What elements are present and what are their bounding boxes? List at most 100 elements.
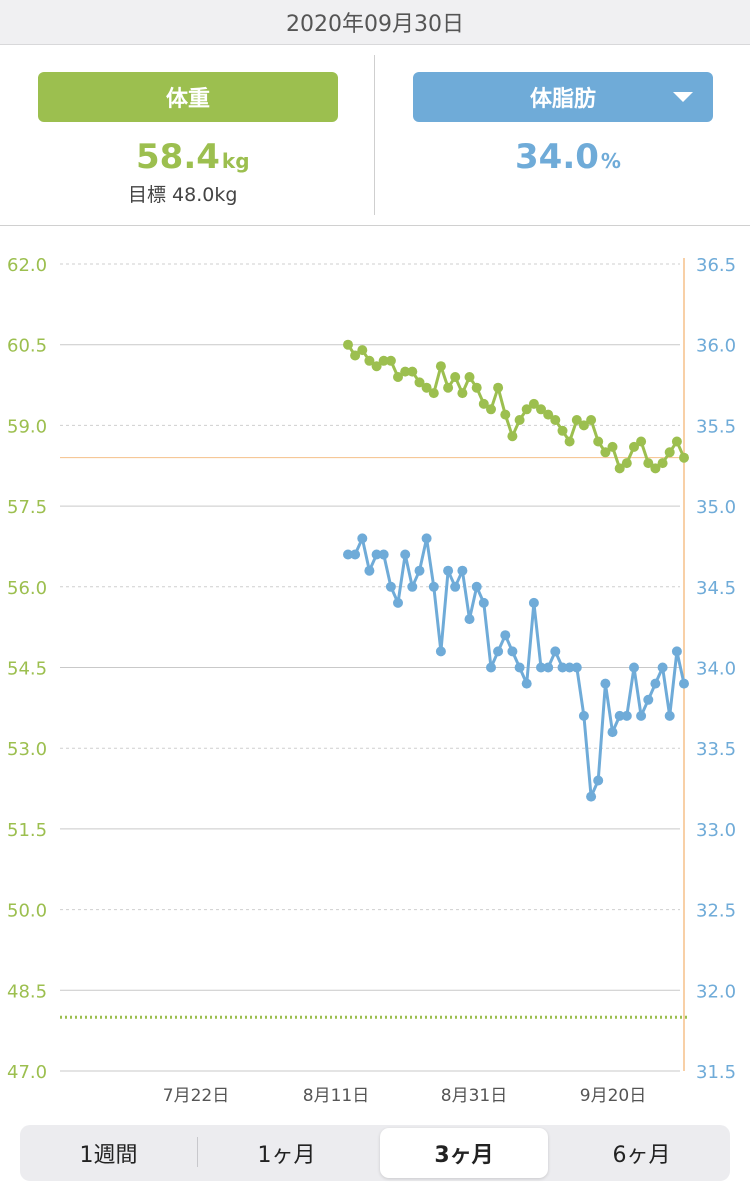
body-fat-value: 34.0 % <box>515 137 621 177</box>
body-fat-series-line <box>348 536 686 799</box>
tab-label: 1ヶ月 <box>257 1143 316 1168</box>
weight-value: 58.4 kg <box>136 137 250 177</box>
body-fat-point <box>450 581 461 592</box>
weight-point <box>614 463 625 474</box>
x-tick-label: 9月20日 <box>580 1086 646 1106</box>
weight-point <box>464 372 475 382</box>
weight-point <box>400 366 411 377</box>
weight-point <box>500 409 511 420</box>
body-fat-point <box>636 710 647 721</box>
y-left-tick-label: 47.0 <box>7 1062 47 1083</box>
body-fat-point <box>571 662 582 673</box>
body-fat-point <box>500 630 511 641</box>
x-tick-label: 8月11日 <box>303 1086 369 1106</box>
body-fat-point <box>543 662 554 673</box>
body-fat-point <box>614 710 625 721</box>
y-left-tick-label: 50.0 <box>7 901 47 922</box>
weight-point <box>664 447 675 458</box>
weight-point <box>343 339 353 350</box>
weight-point <box>507 431 518 442</box>
body-fat-point <box>536 662 546 673</box>
weight-point <box>636 436 647 447</box>
weight-point <box>679 452 689 463</box>
weight-point <box>593 436 604 447</box>
body-fat-point <box>671 646 682 657</box>
tab-label: 3ヶ月 <box>434 1143 494 1168</box>
y-left-tick-label: 53.0 <box>7 739 47 760</box>
weight-goal: 目標 48.0kg <box>128 184 238 206</box>
body-fat-point <box>478 597 489 608</box>
body-fat-point <box>650 678 661 689</box>
weight-point <box>528 398 539 409</box>
y-right-tick-label: 35.0 <box>696 497 736 518</box>
weight-point <box>428 388 439 399</box>
weight-point <box>350 350 361 361</box>
body-fat-point <box>364 565 375 576</box>
weight-point <box>457 388 468 399</box>
body-fat-point <box>550 646 561 657</box>
body-fat-dropdown-button[interactable]: 体脂肪 <box>413 72 713 122</box>
weight-point <box>521 404 532 415</box>
y-left-tick-label: 51.5 <box>7 820 47 841</box>
body-fat-point <box>486 662 496 673</box>
body-fat-point <box>600 678 611 689</box>
weight-point <box>550 415 561 425</box>
body-fat-point <box>385 581 396 592</box>
body-fat-button-label: 体脂肪 <box>529 87 596 112</box>
current-date: 2020年09月30日 <box>286 12 464 37</box>
x-tick-label: 7月22日 <box>163 1086 229 1106</box>
y-right-tick-label: 36.5 <box>696 255 736 276</box>
body-fat-point <box>421 533 432 544</box>
body-fat-point <box>514 662 525 673</box>
weight-point <box>414 377 425 388</box>
y-left-tick-label: 57.5 <box>7 497 47 518</box>
y-right-tick-label: 33.5 <box>696 739 736 760</box>
weight-point <box>514 415 525 425</box>
y-right-tick-label: 34.0 <box>696 659 736 680</box>
y-left-tick-label: 54.5 <box>7 659 47 680</box>
weight-unit: kg <box>221 149 250 173</box>
body-fat-point <box>607 727 618 738</box>
y-right-tick-label: 34.5 <box>696 578 736 599</box>
tab-1-week[interactable]: 1週間 <box>20 1125 197 1181</box>
weight-point <box>407 366 418 377</box>
y-left-tick-label: 48.5 <box>7 981 47 1002</box>
tab-6-months[interactable]: 6ヶ月 <box>553 1125 730 1181</box>
weight-point <box>486 404 496 415</box>
weight-point <box>600 447 611 458</box>
tab-label: 1週間 <box>79 1143 138 1168</box>
weight-point <box>643 458 654 469</box>
weight-point <box>493 382 504 393</box>
body-fat-point <box>414 565 425 576</box>
body-fat-point <box>357 533 368 544</box>
y-right-tick-label: 35.5 <box>696 416 736 437</box>
tab-3-months[interactable]: 3ヶ月 <box>380 1128 548 1178</box>
body-fat-point <box>400 549 411 560</box>
y-left-tick-label: 59.0 <box>7 416 47 437</box>
weight-point <box>536 404 546 415</box>
y-right-tick-label: 32.5 <box>696 901 736 922</box>
weight-point <box>571 415 582 425</box>
weight-point <box>471 382 482 393</box>
weight-button[interactable]: 体重 <box>38 72 338 122</box>
weight-point <box>586 415 597 425</box>
body-fat-point <box>629 662 639 673</box>
weight-point <box>629 441 639 452</box>
weight-point <box>578 420 589 431</box>
weight-point <box>543 409 554 420</box>
weight-point <box>607 441 618 452</box>
body-fat-point <box>350 549 361 560</box>
x-tick-label: 8月31日 <box>441 1086 507 1106</box>
weight-fat-chart[interactable]: 62.0 36.5 60.5 36.0 59.0 35.5 57.5 35.0 56.0 34.5… <box>0 226 750 1116</box>
body-fat-point <box>407 581 418 592</box>
period-tabs: 1週間 1ヶ月 3ヶ月 6ヶ月 <box>20 1125 730 1181</box>
tab-separator <box>197 1137 198 1167</box>
body-fat-point <box>621 710 632 721</box>
tab-1-month[interactable]: 1ヶ月 <box>198 1125 375 1181</box>
body-fat-point <box>428 581 439 592</box>
body-fat-point <box>643 694 654 705</box>
body-fat-point <box>457 565 468 576</box>
weight-point <box>371 361 382 372</box>
weight-point <box>478 398 489 409</box>
weight-point <box>557 425 568 436</box>
